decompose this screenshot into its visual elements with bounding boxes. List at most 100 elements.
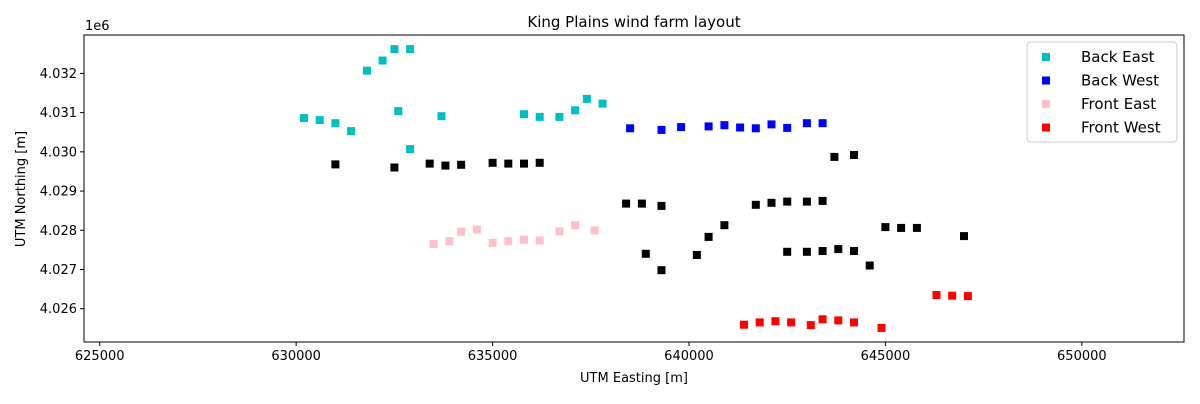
turbine-marker-unlabeled [802, 247, 811, 256]
y-tick-label: 4.028 [40, 224, 77, 239]
turbine-marker-back-east [331, 119, 340, 128]
axis-ticks: 625000 630000 635000 640000 645000 650000 4.02… [40, 67, 1107, 364]
turbine-marker-back-east [378, 56, 387, 65]
y-tick-label: 4.029 [40, 185, 77, 200]
turbine-marker-front-west [948, 291, 957, 300]
y-tick-label: 4.032 [40, 67, 77, 82]
x-axis-label: UTM Easting [m] [580, 371, 688, 386]
turbine-marker-unlabeled [520, 159, 528, 168]
turbine-marker-front-west [932, 291, 941, 299]
turbine-marker-back-east [406, 145, 415, 154]
legend-marker-back-west [1042, 76, 1050, 85]
turbine-marker-unlabeled [834, 245, 843, 254]
turbine-marker-front-west [740, 320, 748, 329]
turbine-marker-unlabeled [488, 158, 497, 167]
turbine-marker-unlabeled [783, 197, 792, 206]
turbine-marker-front-west [834, 316, 843, 325]
chart-title: King Plains wind farm layout [527, 13, 740, 31]
x-tick-label: 640000 [664, 349, 714, 364]
turbine-marker-front-east [457, 227, 466, 236]
turbine-marker-back-east [535, 112, 544, 121]
turbine-marker-unlabeled [657, 266, 666, 275]
turbine-marker-front-west [850, 318, 858, 327]
turbine-marker-front-west [771, 317, 780, 326]
turbine-marker-back-west [783, 123, 792, 132]
turbine-marker-unlabeled [850, 247, 858, 255]
turbine-marker-front-east [488, 238, 497, 247]
legend-label-front-west: Front West [1081, 119, 1161, 137]
turbine-marker-front-west [787, 318, 796, 327]
data-points [300, 45, 972, 332]
turbine-marker-back-west [657, 125, 666, 134]
turbine-marker-back-east [520, 110, 528, 119]
turbine-marker-front-east [571, 221, 580, 230]
turbine-marker-front-east [555, 227, 564, 236]
legend-label-back-west: Back West [1081, 72, 1159, 90]
turbine-marker-front-east [535, 236, 544, 245]
x-tick-label: 645000 [861, 349, 911, 364]
turbine-marker-back-west [818, 119, 827, 128]
turbine-marker-front-east [590, 226, 599, 235]
turbine-marker-unlabeled [720, 221, 729, 230]
turbine-marker-back-east [406, 45, 415, 54]
turbine-marker-unlabeled [425, 159, 434, 168]
legend-marker-front-west [1042, 123, 1050, 132]
legend-marker-front-east [1042, 100, 1050, 108]
turbine-marker-unlabeled [881, 223, 890, 232]
legend-label-back-east: Back East [1081, 48, 1155, 66]
turbine-marker-front-west [755, 318, 764, 327]
x-tick-label: 630000 [271, 349, 321, 364]
turbine-marker-back-east [598, 99, 607, 108]
legend-box [1026, 41, 1178, 143]
turbine-marker-back-east [571, 106, 580, 115]
turbine-marker-back-west [736, 123, 745, 132]
turbine-marker-unlabeled [457, 160, 466, 169]
turbine-marker-unlabeled [331, 160, 340, 169]
turbine-marker-unlabeled [830, 152, 839, 161]
turbine-marker-back-east [555, 112, 564, 121]
turbine-marker-front-east [520, 235, 528, 244]
y-tick-label: 4.031 [40, 106, 77, 121]
turbine-marker-unlabeled [912, 223, 921, 232]
turbine-marker-unlabeled [818, 247, 827, 255]
turbine-marker-unlabeled [960, 232, 968, 241]
turbine-marker-front-west [818, 315, 827, 324]
y-axis-label: UTM Northing [m] [14, 131, 29, 247]
turbine-marker-unlabeled [802, 197, 811, 206]
turbine-marker-back-east [390, 45, 399, 54]
turbine-marker-unlabeled [535, 158, 544, 167]
turbine-marker-front-east [504, 237, 513, 246]
turbine-marker-back-west [720, 121, 729, 130]
plot-area-frame [83, 34, 1185, 343]
turbine-marker-unlabeled [704, 232, 713, 241]
turbine-marker-back-west [802, 119, 811, 128]
turbine-marker-back-east [315, 116, 324, 125]
turbine-marker-back-east [437, 112, 446, 121]
turbine-marker-unlabeled [504, 159, 513, 168]
turbine-marker-front-east [472, 225, 481, 234]
turbine-marker-back-west [704, 122, 713, 131]
turbine-marker-unlabeled [441, 161, 450, 170]
turbine-marker-unlabeled [390, 163, 399, 172]
y-tick-label: 4.026 [40, 302, 77, 317]
turbine-marker-unlabeled [865, 261, 874, 270]
x-tick-label: 635000 [468, 349, 518, 364]
turbine-marker-unlabeled [692, 251, 701, 259]
turbine-marker-front-east [445, 237, 454, 246]
turbine-marker-back-east [362, 66, 371, 75]
x-tick-label: 650000 [1057, 349, 1107, 364]
turbine-marker-back-east [300, 114, 308, 123]
turbine-marker-front-west [963, 292, 972, 301]
turbine-marker-front-east [429, 240, 438, 248]
y-offset-label: 1e6 [85, 19, 110, 34]
legend-marker-back-east [1042, 53, 1050, 61]
turbine-marker-back-east [347, 127, 356, 136]
turbine-marker-unlabeled [751, 200, 760, 209]
turbine-marker-front-west [806, 321, 815, 330]
y-tick-label: 4.027 [40, 263, 77, 278]
turbine-marker-unlabeled [783, 247, 792, 256]
x-tick-label: 625000 [75, 349, 125, 364]
turbine-marker-unlabeled [818, 196, 827, 205]
